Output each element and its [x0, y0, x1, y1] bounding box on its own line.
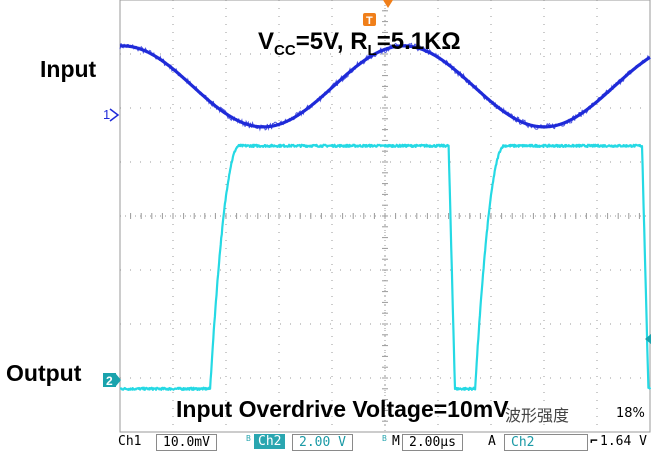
rl-subscript: L — [367, 41, 377, 59]
rl-value: =5.1KΩ — [376, 28, 461, 55]
trigger-position-marker: T — [363, 0, 393, 27]
trigger-slope-icon: ⌐ — [590, 434, 598, 449]
condition-annotation: VCC=5V, RL=5.1KΩ — [258, 28, 461, 59]
output-label: Output — [6, 360, 82, 386]
trigger-marker-label: T — [366, 15, 373, 27]
ch2-ground-marker: 2 — [103, 373, 121, 388]
ch2-scale[interactable]: 2.00 V — [292, 434, 353, 451]
ch1-ground-marker: 1 — [103, 107, 120, 122]
trigger-source[interactable]: Ch2 — [504, 434, 588, 451]
vcc-v: V — [258, 28, 275, 55]
timebase-label: M — [392, 434, 400, 449]
graticule — [119, 0, 651, 433]
input-trace-noise — [119, 42, 651, 132]
waveform-intensity-value: 18% — [616, 406, 645, 421]
ch1-marker-label: 1 — [103, 107, 110, 122]
trigger-level[interactable]: 1.64 V — [600, 434, 647, 449]
ch1-scale[interactable]: 10.0mV — [156, 434, 217, 451]
rl-r: R — [350, 28, 368, 55]
input-label: Input — [40, 56, 97, 82]
waveform-intensity-label: 波形强度 — [505, 406, 570, 425]
ch1-bandwidth-icon: B — [246, 434, 251, 443]
trigger-level-icon — [645, 334, 651, 344]
trigger-arrow-icon — [383, 0, 393, 8]
vcc-value: =5V, — [295, 28, 351, 55]
ch2-bandwidth-icon: B — [382, 434, 387, 443]
vcc-subscript: CC — [274, 41, 296, 59]
ch1-label[interactable]: Ch1 — [118, 434, 142, 449]
ch2-marker-label: 2 — [106, 374, 113, 388]
timebase-scale[interactable]: 2.00µs — [402, 434, 463, 451]
overdrive-annotation: Input Overdrive Voltage=10mV — [176, 396, 509, 422]
ch2-label[interactable]: Ch2 — [254, 434, 286, 449]
output-trace — [119, 143, 652, 391]
trigger-mode[interactable]: A — [488, 434, 496, 449]
status-bar: Ch1 10.0mV B Ch2 2.00 V B M 2.00µs A Ch2… — [116, 432, 655, 454]
